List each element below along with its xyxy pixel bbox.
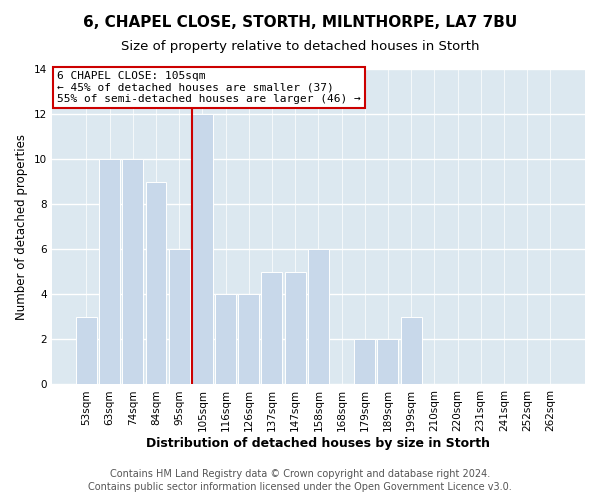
Bar bbox=[146, 182, 166, 384]
Bar bbox=[215, 294, 236, 384]
Bar bbox=[354, 340, 375, 384]
Bar bbox=[262, 272, 283, 384]
Bar bbox=[401, 317, 422, 384]
Bar bbox=[284, 272, 305, 384]
Text: 6 CHAPEL CLOSE: 105sqm
← 45% of detached houses are smaller (37)
55% of semi-det: 6 CHAPEL CLOSE: 105sqm ← 45% of detached… bbox=[57, 70, 361, 104]
Bar bbox=[238, 294, 259, 384]
Text: 6, CHAPEL CLOSE, STORTH, MILNTHORPE, LA7 7BU: 6, CHAPEL CLOSE, STORTH, MILNTHORPE, LA7… bbox=[83, 15, 517, 30]
Bar bbox=[308, 250, 329, 384]
Bar bbox=[169, 250, 190, 384]
Bar bbox=[122, 159, 143, 384]
Text: Size of property relative to detached houses in Storth: Size of property relative to detached ho… bbox=[121, 40, 479, 53]
X-axis label: Distribution of detached houses by size in Storth: Distribution of detached houses by size … bbox=[146, 437, 490, 450]
Text: Contains HM Land Registry data © Crown copyright and database right 2024.
Contai: Contains HM Land Registry data © Crown c… bbox=[88, 470, 512, 492]
Bar bbox=[192, 114, 213, 384]
Bar bbox=[377, 340, 398, 384]
Bar bbox=[99, 159, 120, 384]
Y-axis label: Number of detached properties: Number of detached properties bbox=[15, 134, 28, 320]
Bar bbox=[76, 317, 97, 384]
